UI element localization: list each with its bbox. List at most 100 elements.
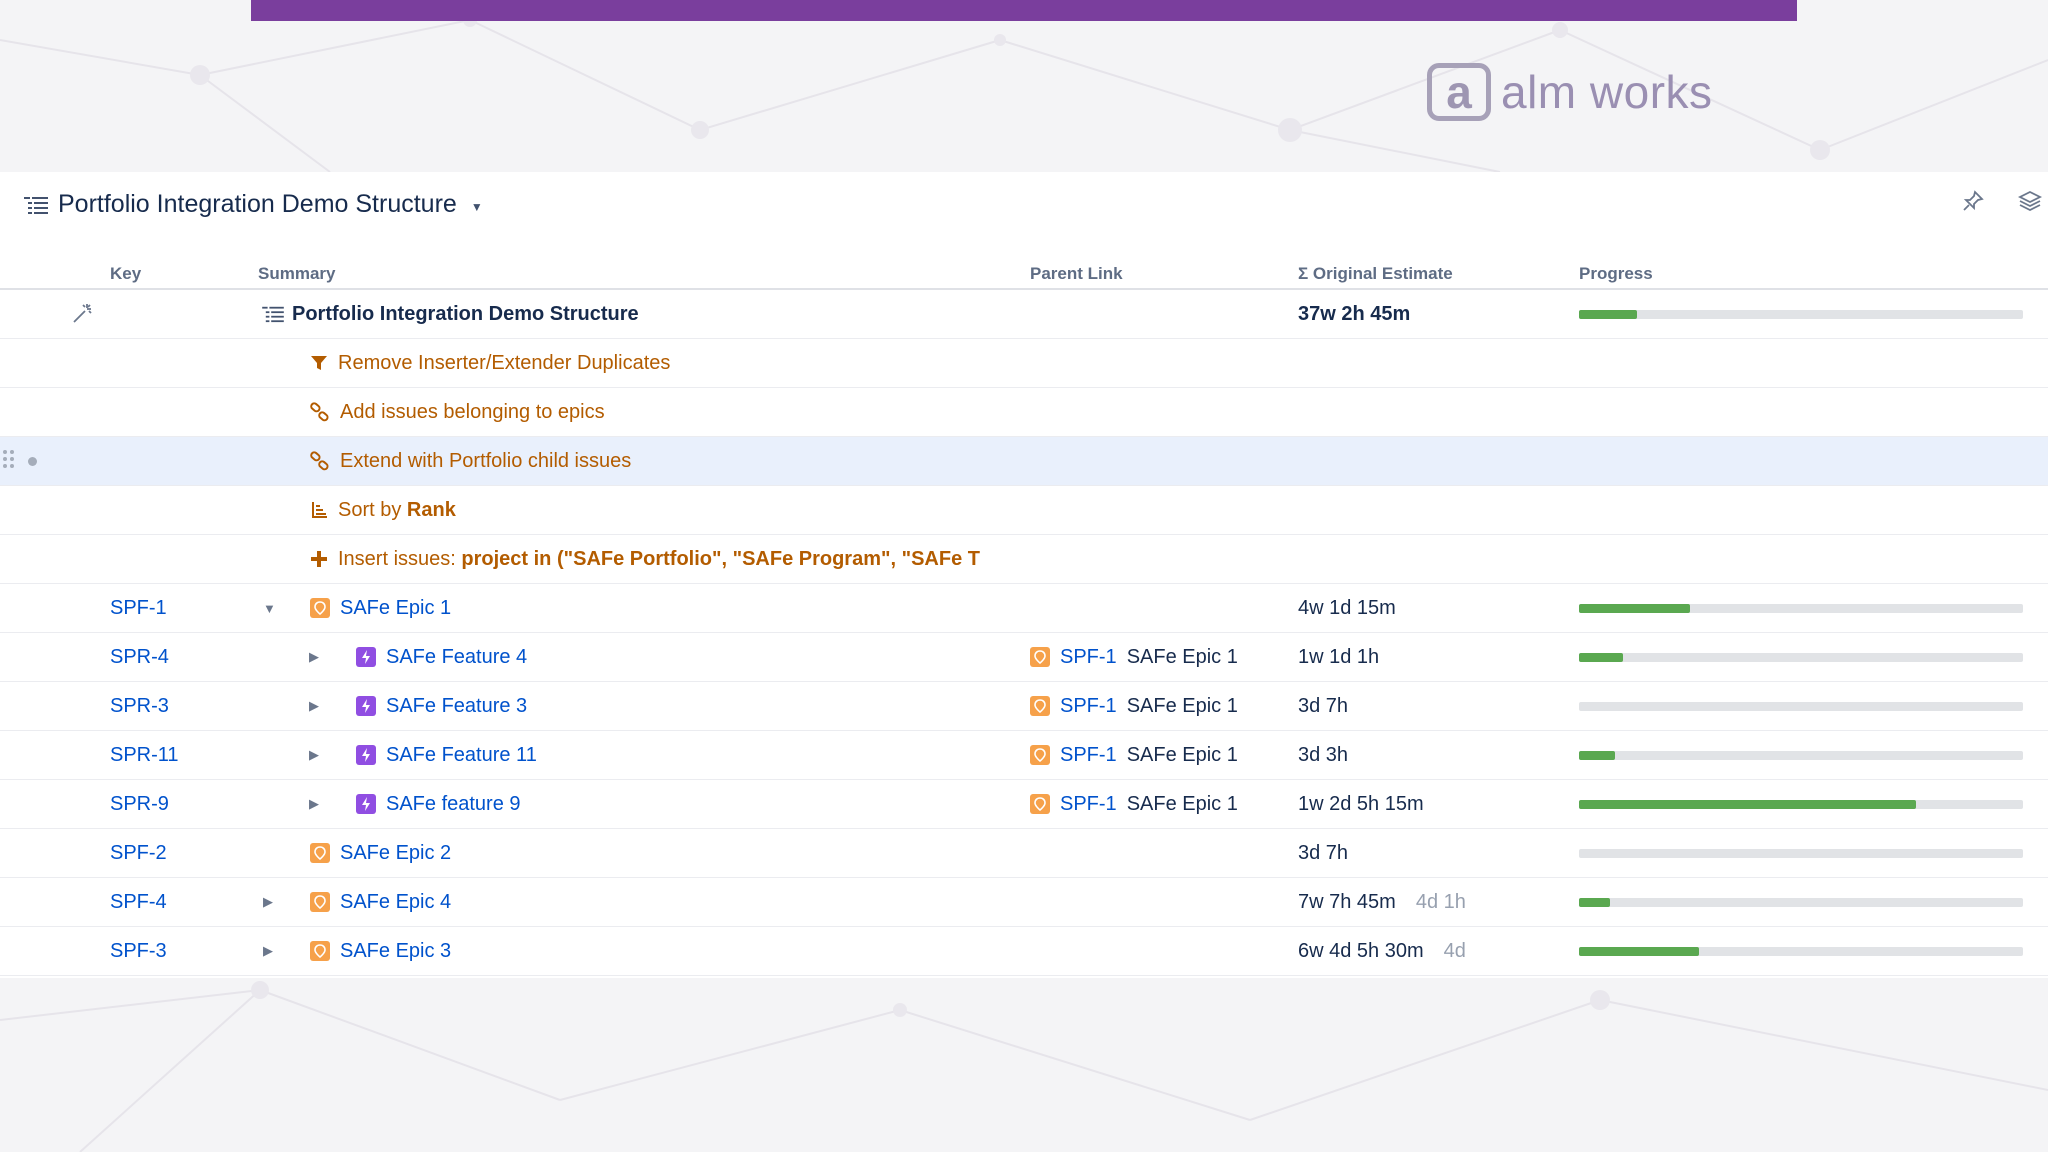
epic-type-icon xyxy=(310,941,330,961)
link-icon xyxy=(310,451,330,471)
issue-row[interactable]: SPR-4 ▶ SAFe Feature 4 SPF-1 SAFe Epic 1 1w 1… xyxy=(0,633,2048,682)
issue-summary[interactable]: SAFe Feature 3 xyxy=(386,694,528,717)
generator-label: Remove Inserter/Extender Duplicates xyxy=(338,351,671,374)
issue-summary[interactable]: SAFe Feature 11 xyxy=(386,743,537,766)
root-estimate: 37w 2h 45m xyxy=(1298,302,1411,325)
brand-name: alm works xyxy=(1501,66,1713,118)
issue-key[interactable]: SPR-4 xyxy=(110,645,169,668)
expand-arrow-icon[interactable]: ▶ xyxy=(309,649,319,664)
progress-fill xyxy=(1579,800,1917,809)
expand-arrow-icon[interactable]: ▶ xyxy=(263,894,273,909)
epic-type-icon xyxy=(1030,647,1050,667)
issue-row[interactable]: SPF-2 SAFe Epic 2 3d 7h xyxy=(0,829,2048,878)
structure-table: Key Summary Parent Link Σ Original Estim… xyxy=(0,254,2048,976)
chevron-down-icon[interactable]: ▼ xyxy=(470,199,483,214)
structure-icon xyxy=(262,306,284,323)
original-estimate: 6w 4d 5h 30m 4d xyxy=(1298,939,1466,962)
drag-handle-icon[interactable] xyxy=(2,449,16,473)
feature-type-icon xyxy=(356,794,376,814)
generator-label: Add issues belonging to epics xyxy=(340,400,605,423)
issue-row[interactable]: SPR-3 ▶ SAFe Feature 3 SPF-1 SAFe Epic 1 3d 7… xyxy=(0,682,2048,731)
parent-name: SAFe Epic 1 xyxy=(1126,694,1238,717)
issue-key[interactable]: SPF-2 xyxy=(110,841,167,864)
progress-fill xyxy=(1579,751,1615,760)
original-estimate: 1w 1d 1h xyxy=(1298,645,1380,668)
issue-key[interactable]: SPR-9 xyxy=(110,792,169,815)
feature-type-icon xyxy=(356,745,376,765)
epic-type-icon xyxy=(1030,696,1050,716)
column-summary[interactable]: Summary xyxy=(258,264,336,283)
root-progress-bar xyxy=(1579,310,2023,319)
pin-icon[interactable] xyxy=(1962,190,1984,212)
issue-summary[interactable]: SAFe Epic 3 xyxy=(340,939,452,962)
filter-icon xyxy=(310,354,328,372)
progress-bar xyxy=(1579,653,2023,662)
column-progress[interactable]: Progress xyxy=(1579,264,1653,283)
issue-summary[interactable]: SAFe Epic 4 xyxy=(340,890,452,913)
column-original-estimate[interactable]: Σ Original Estimate xyxy=(1298,264,1453,283)
progress-bar xyxy=(1579,898,2023,907)
issue-summary[interactable]: SAFe Epic 1 xyxy=(340,596,452,619)
parent-name: SAFe Epic 1 xyxy=(1126,743,1238,766)
automation-wand-icon[interactable] xyxy=(70,290,94,338)
generator-row[interactable]: Sort by Rank xyxy=(0,486,2048,535)
progress-bar xyxy=(1579,849,2023,858)
parent-key[interactable]: SPF-1 xyxy=(1060,694,1117,717)
progress-bar xyxy=(1579,751,2023,760)
structure-title: Portfolio Integration Demo Structure xyxy=(58,190,457,218)
column-key[interactable]: Key xyxy=(110,264,142,283)
generator-label: Extend with Portfolio child issues xyxy=(340,449,632,472)
table-header: Key Summary Parent Link Σ Original Estim… xyxy=(0,254,2048,290)
original-estimate: 3d 3h xyxy=(1298,743,1349,766)
link-icon xyxy=(310,402,330,422)
expand-arrow-icon[interactable]: ▶ xyxy=(309,747,319,762)
structure-panel: Portfolio Integration Demo Structure ▼ K… xyxy=(0,172,2048,978)
progress-bar xyxy=(1579,604,2023,613)
generator-row[interactable]: Remove Inserter/Extender Duplicates xyxy=(0,339,2048,388)
epic-type-icon xyxy=(1030,794,1050,814)
parent-name: SAFe Epic 1 xyxy=(1126,792,1238,815)
expand-arrow-icon[interactable]: ▶ xyxy=(309,796,319,811)
parent-name: SAFe Epic 1 xyxy=(1126,645,1238,668)
feature-type-icon xyxy=(356,647,376,667)
issue-key[interactable]: SPF-1 xyxy=(110,596,167,619)
progress-fill xyxy=(1579,604,1690,613)
parent-key[interactable]: SPF-1 xyxy=(1060,792,1117,815)
root-row[interactable]: Portfolio Integration Demo Structure 37w… xyxy=(0,290,2048,339)
original-estimate: 1w 2d 5h 15m xyxy=(1298,792,1424,815)
epic-type-icon xyxy=(310,843,330,863)
parent-key[interactable]: SPF-1 xyxy=(1060,645,1117,668)
expand-arrow-icon[interactable]: ▶ xyxy=(309,698,319,713)
epic-type-icon xyxy=(1030,745,1050,765)
issue-key[interactable]: SPF-3 xyxy=(110,939,167,962)
root-title: Portfolio Integration Demo Structure xyxy=(292,302,639,325)
original-estimate: 3d 7h xyxy=(1298,694,1349,717)
column-parent-link[interactable]: Parent Link xyxy=(1030,264,1123,283)
issue-key[interactable]: SPR-11 xyxy=(110,743,179,766)
structure-selector[interactable]: Portfolio Integration Demo Structure ▼ xyxy=(24,190,483,219)
parent-link: SPF-1 SAFe Epic 1 xyxy=(1030,682,1238,730)
brand-mark-icon: a xyxy=(1427,63,1491,121)
collapse-arrow-icon[interactable]: ▼ xyxy=(263,600,276,616)
generator-row[interactable]: Insert issues: project in ("SAFe Portfol… xyxy=(0,535,2048,584)
plus-icon xyxy=(310,550,328,568)
layers-icon[interactable] xyxy=(2018,190,2042,212)
issue-summary[interactable]: SAFe feature 9 xyxy=(386,792,521,815)
issue-summary[interactable]: SAFe Epic 2 xyxy=(340,841,452,864)
issue-row[interactable]: SPF-1 ▼ SAFe Epic 1 4w 1d 15m xyxy=(0,584,2048,633)
generator-row[interactable]: Add issues belonging to epics xyxy=(0,388,2048,437)
progress-fill xyxy=(1579,947,1699,956)
issue-key[interactable]: SPF-4 xyxy=(110,890,167,913)
issue-row[interactable]: SPF-3 ▶ SAFe Epic 3 6w 4d 5h 30m 4d xyxy=(0,927,2048,976)
expand-arrow-icon[interactable]: ▶ xyxy=(263,943,273,958)
generator-row[interactable]: Extend with Portfolio child issues xyxy=(0,437,2048,486)
issue-summary[interactable]: SAFe Feature 4 xyxy=(386,645,528,668)
issue-key[interactable]: SPR-3 xyxy=(110,694,169,717)
parent-key[interactable]: SPF-1 xyxy=(1060,743,1117,766)
brand-logo: a alm works xyxy=(1427,60,1713,124)
progress-fill xyxy=(1579,310,1637,319)
issue-row[interactable]: SPF-4 ▶ SAFe Epic 4 7w 7h 45m 4d 1h xyxy=(0,878,2048,927)
issue-row[interactable]: SPR-11 ▶ SAFe Feature 11 SPF-1 SAFe Epic 1 3d… xyxy=(0,731,2048,780)
issue-row[interactable]: SPR-9 ▶ SAFe feature 9 SPF-1 SAFe Epic 1 1w 2… xyxy=(0,780,2048,829)
